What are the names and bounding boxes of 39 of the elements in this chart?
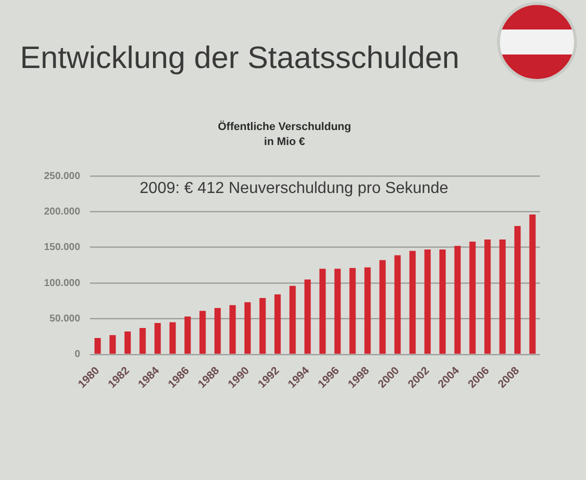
bar (124, 332, 131, 354)
y-tick-label: 50.000 (50, 313, 81, 324)
y-tick-label: 150.000 (44, 242, 81, 254)
bar (199, 310, 206, 354)
bar (169, 322, 176, 354)
bar (454, 246, 461, 354)
y-tick-label: 250.000 (44, 170, 81, 182)
bar (469, 242, 476, 354)
bar (109, 335, 116, 354)
bar (289, 286, 296, 354)
bar (394, 255, 401, 354)
bar (424, 249, 431, 354)
bar (364, 267, 371, 354)
bar (94, 338, 101, 354)
y-tick-label: 100.000 (44, 278, 81, 289)
chart-subtitle: Öffentliche Verschuldung in Mio € (216, 120, 352, 150)
bar (139, 328, 146, 354)
y-tick-label: 200.000 (44, 206, 81, 218)
bar (244, 302, 251, 354)
bar (319, 268, 326, 354)
bar (274, 294, 281, 354)
annotation: 2009: € 412 Neuverschuldung pro Sekunde (138, 180, 450, 198)
bar (409, 250, 416, 354)
bar (484, 239, 491, 354)
bar (334, 268, 341, 354)
chart-title: Entwicklung der Staatsschulden (20, 40, 460, 76)
bar (304, 279, 311, 354)
bar (229, 305, 236, 354)
bar (154, 322, 161, 354)
bar (184, 316, 191, 354)
bar (259, 298, 266, 354)
bar (529, 214, 536, 354)
y-tick-label: 0 (74, 349, 81, 360)
bar (499, 239, 506, 354)
bar (349, 268, 356, 354)
bar (214, 308, 221, 354)
bar (514, 226, 521, 354)
bar (379, 260, 386, 354)
bar (439, 249, 446, 354)
